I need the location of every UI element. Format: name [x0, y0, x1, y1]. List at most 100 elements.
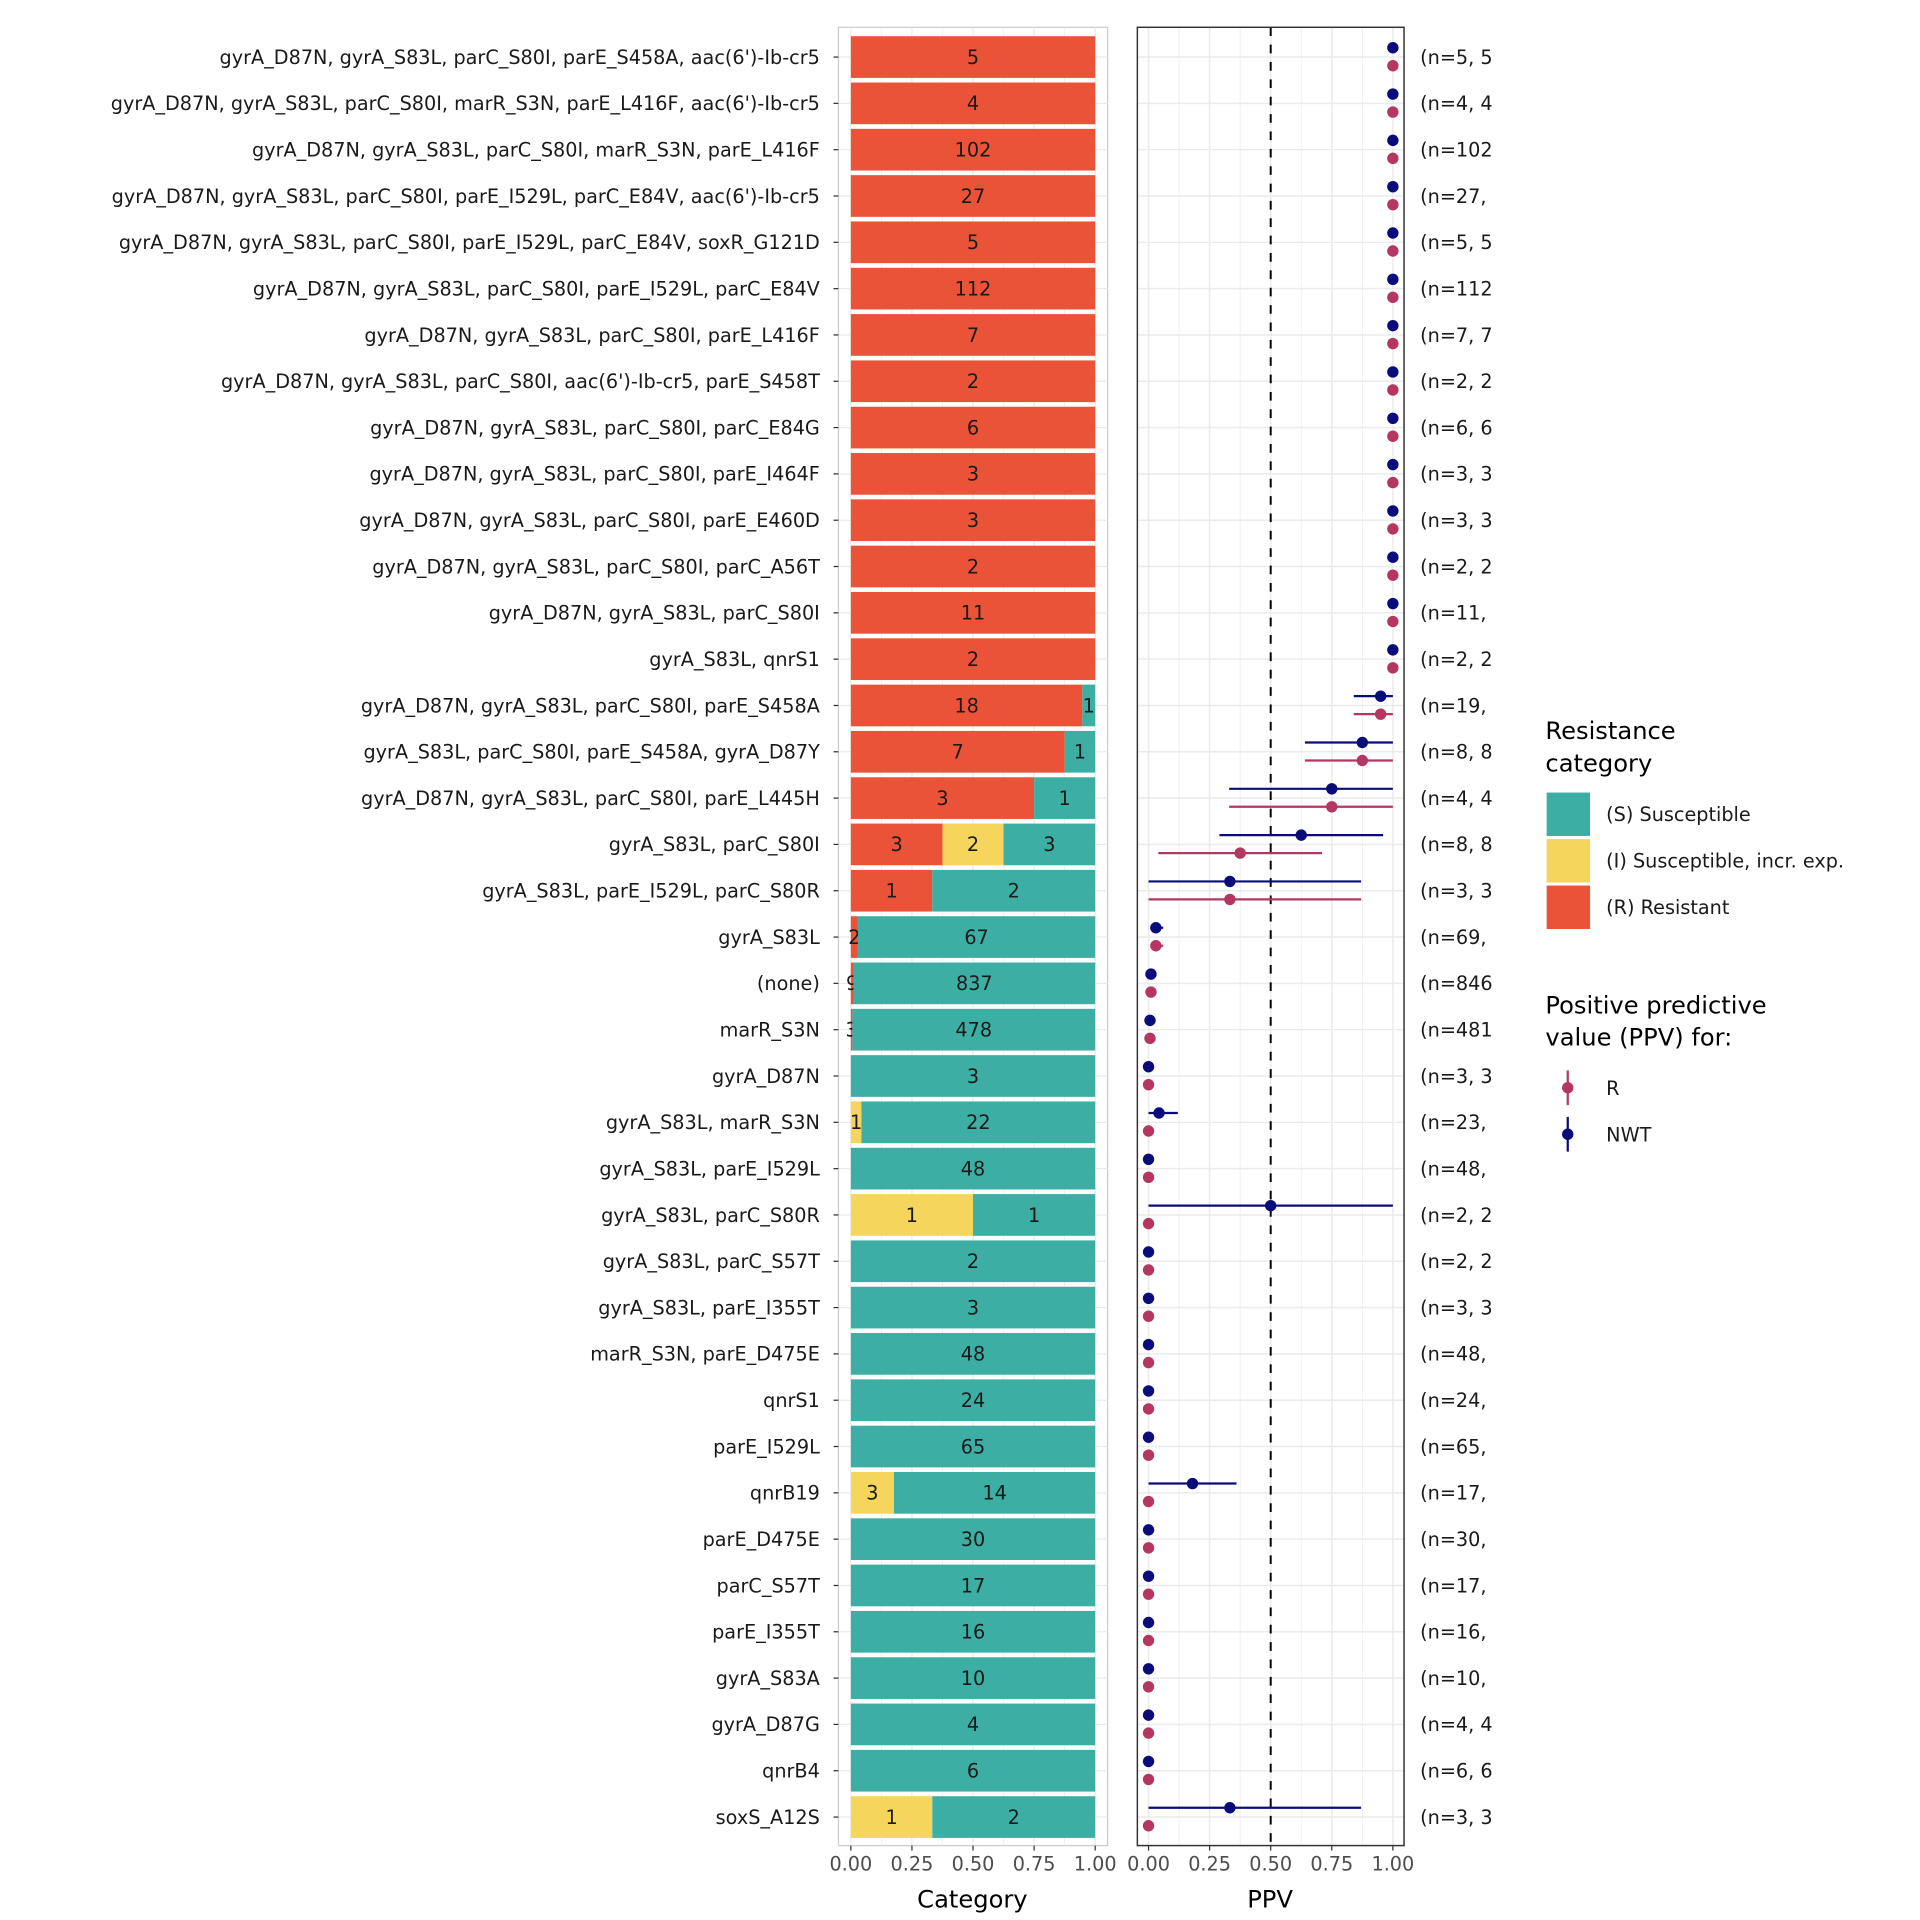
bar-value-label: 2	[967, 555, 979, 578]
ppv-point-nwt	[1224, 1802, 1236, 1814]
bar-segment	[850, 823, 943, 866]
bar-value-label: 3	[967, 1296, 979, 1319]
ppv-point-r	[1387, 106, 1399, 118]
ppv-point-nwt	[1142, 1060, 1155, 1073]
y-tick-label: gyrA_S83L, parC_S80I	[609, 833, 820, 856]
ppv-panel: 0.00 0.25 0.50 0.75 1.00	[1127, 26, 1414, 1875]
ppv-point-nwt	[1142, 1524, 1155, 1536]
ppv-point-nwt	[1387, 227, 1399, 239]
y-tick-label: gyrA_D87N	[712, 1065, 820, 1088]
ppv-point-r	[1142, 1449, 1155, 1461]
bar-segment	[850, 1194, 974, 1236]
category-x-tick-label: 0.75	[1013, 1852, 1056, 1875]
n-label: (n=2, 2	[1420, 1250, 1492, 1273]
bar-value-label: 3	[967, 509, 979, 532]
bar-value-label: 1	[1028, 1204, 1040, 1227]
ppv-point-r	[1387, 152, 1399, 165]
ppv-point-nwt	[1142, 1292, 1155, 1304]
bar-segment	[850, 406, 1096, 449]
ppv-point-r	[1387, 523, 1399, 535]
bar-segment	[850, 1518, 1096, 1561]
bar-value-label: 17	[961, 1574, 985, 1597]
legend-swatch	[1546, 885, 1591, 929]
bar-segment	[850, 1703, 1096, 1746]
bar-segment	[850, 730, 1065, 773]
bar-value-label: 10	[961, 1667, 985, 1690]
ppv-point-nwt	[1224, 875, 1236, 888]
ppv-point-r	[1142, 1588, 1155, 1600]
category-x-tick-label: 0.50	[952, 1852, 995, 1875]
bar-value-label: 3	[866, 1482, 878, 1505]
ppv-point-r	[1142, 1681, 1155, 1693]
ppv-point-r	[1142, 1495, 1155, 1508]
y-tick-label: marR_S3N	[720, 1019, 820, 1042]
n-label: (n=17,	[1420, 1482, 1486, 1505]
ppv-x-tick-label: 0.00	[1127, 1852, 1170, 1875]
bar-segment	[850, 684, 1083, 727]
bar-value-label: 67	[964, 926, 988, 949]
ppv-point-nwt	[1186, 1477, 1199, 1490]
legend-category-title: Resistance	[1545, 717, 1675, 745]
bar-value-label: 2	[848, 926, 860, 949]
n-label: (n=846	[1420, 972, 1492, 995]
n-label: (n=5, 5	[1420, 231, 1492, 254]
ppv-point-nwt	[1356, 736, 1369, 749]
ppv-point-r	[1142, 1125, 1155, 1137]
ppv-point-nwt	[1142, 1755, 1155, 1768]
bar-segment	[850, 360, 1096, 403]
ppv-point-r	[1142, 1217, 1155, 1230]
ppv-point-r	[1142, 1727, 1155, 1739]
ppv-point-nwt	[1387, 644, 1399, 656]
bar-value-label: 22	[966, 1111, 990, 1134]
n-label: (n=2, 2	[1420, 555, 1492, 578]
ppv-point-r	[1142, 1820, 1155, 1832]
n-label: (n=3, 3	[1420, 1806, 1492, 1829]
ppv-point-nwt	[1387, 273, 1399, 286]
ppv-point-nwt	[1145, 968, 1157, 980]
legend-ppv-point	[1562, 1082, 1574, 1094]
category-axis-title: Category	[917, 1886, 1027, 1914]
ppv-point-nwt	[1387, 505, 1399, 517]
ppv-point-nwt	[1142, 1338, 1155, 1351]
ppv-point-nwt	[1144, 1014, 1156, 1027]
legend-label: (S) Susceptible	[1606, 803, 1751, 826]
bar-value-label: 2	[1008, 880, 1020, 903]
ppv-point-r	[1387, 476, 1399, 489]
y-tick-label: gyrA_D87N, gyrA_S83L, parC_S80I, parE_S4…	[220, 46, 820, 69]
y-tick-label: gyrA_S83L, marR_S3N	[606, 1111, 820, 1134]
ppv-point-r	[1387, 60, 1399, 72]
bar-segment	[850, 36, 1096, 78]
y-tick-label: gyrA_D87N, gyrA_S83L, parC_S80I, parE_L4…	[364, 324, 819, 347]
bar-value-label: 7	[967, 324, 979, 347]
ppv-x-tick-label: 1.00	[1371, 1852, 1414, 1875]
ppv-point-r	[1144, 1032, 1156, 1045]
y-tick-label: gyrA_S83L, parE_I355T	[598, 1296, 820, 1319]
bar-segment	[850, 1796, 933, 1838]
y-tick-label: marR_S3N, parE_D475E	[590, 1343, 820, 1366]
ppv-point-nwt	[1150, 922, 1162, 934]
n-label: (n=112	[1420, 277, 1492, 300]
ppv-point-nwt	[1142, 1663, 1155, 1675]
y-tick-label: gyrA_D87N, gyrA_S83L, parC_S80I, parE_S4…	[361, 694, 820, 717]
legend-label: R	[1606, 1077, 1619, 1100]
bar-segment	[850, 777, 1035, 819]
y-tick-label: gyrA_D87N, gyrA_S83L, parC_S80I, parE_I5…	[119, 231, 820, 254]
ppv-point-nwt	[1142, 1616, 1155, 1629]
ppv-point-nwt	[1326, 783, 1338, 795]
legend-category-title-2: category	[1545, 749, 1652, 777]
bar-value-label: 2	[967, 648, 979, 671]
bar-value-label: 4	[967, 1713, 979, 1736]
ppv-point-r	[1142, 1356, 1155, 1369]
n-label: (n=17,	[1420, 1574, 1486, 1597]
bar-value-label: 5	[967, 231, 979, 254]
bar-value-label: 2	[967, 833, 979, 856]
bar-value-label: 3	[891, 833, 903, 856]
bar-segment	[850, 1147, 1096, 1190]
ppv-point-nwt	[1387, 412, 1399, 424]
y-tick-label: gyrA_S83L, parC_S57T	[603, 1250, 820, 1273]
ppv-point-r	[1326, 801, 1338, 813]
legend: Resistance category (S) Susceptible (I) S…	[1545, 717, 1844, 1152]
ppv-point-nwt	[1142, 1153, 1155, 1166]
y-tick-label: (none)	[757, 972, 820, 995]
y-tick-label: gyrA_D87N, gyrA_S83L, parC_S80I, parE_I5…	[253, 277, 820, 300]
